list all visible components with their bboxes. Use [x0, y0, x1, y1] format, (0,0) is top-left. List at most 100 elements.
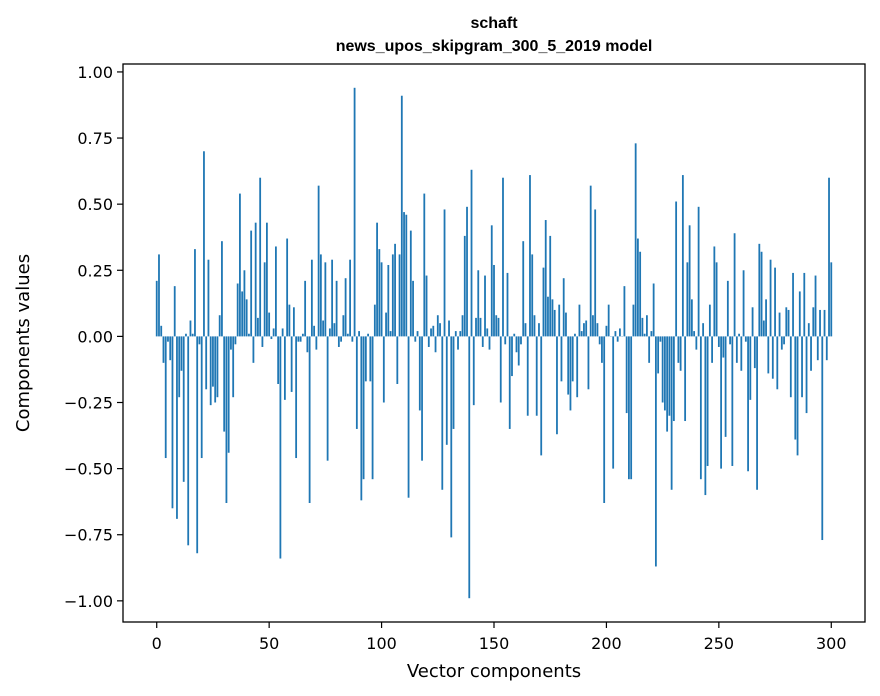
bar [792, 272, 794, 337]
bar [733, 233, 736, 337]
bar [560, 336, 563, 382]
bar [666, 336, 669, 432]
bar [549, 235, 552, 337]
bar [360, 336, 363, 501]
bar [378, 249, 381, 337]
bar [513, 333, 516, 337]
bar [328, 328, 331, 337]
bar [567, 336, 570, 395]
bar [416, 331, 419, 337]
bar [794, 336, 797, 440]
bar [657, 336, 660, 374]
bar [675, 201, 678, 337]
bar [308, 336, 311, 503]
bar [355, 336, 358, 429]
bar [605, 325, 608, 337]
bar [342, 315, 345, 337]
bar [423, 193, 426, 337]
bar [427, 336, 430, 347]
bar [301, 333, 304, 337]
bar [418, 336, 421, 411]
bar [230, 336, 232, 350]
bar [542, 267, 545, 337]
bar [412, 280, 414, 337]
bar [699, 336, 702, 480]
bar [798, 291, 801, 337]
bar [553, 309, 556, 337]
bar [592, 315, 594, 337]
x-tick-label: 50 [259, 634, 279, 653]
bar [160, 325, 163, 337]
bar [439, 323, 441, 337]
bar [337, 336, 340, 347]
bar [169, 336, 172, 361]
bar [672, 336, 675, 422]
bar [346, 333, 349, 337]
bar [173, 286, 176, 337]
bar [472, 336, 475, 406]
x-tick-label: 150 [479, 634, 510, 653]
bar [765, 299, 767, 337]
bar [576, 336, 579, 398]
bar [517, 336, 520, 366]
bar [531, 254, 534, 337]
bar [367, 333, 369, 337]
bar [261, 336, 264, 347]
bar [335, 280, 338, 337]
bar [218, 315, 221, 337]
bar [780, 336, 783, 350]
bar [162, 336, 165, 363]
y-tick-label: −0.50 [64, 460, 113, 479]
bar [234, 336, 237, 345]
bar [744, 336, 747, 342]
bar [290, 336, 293, 392]
bar [596, 323, 599, 337]
bar [257, 317, 259, 337]
bar [778, 312, 781, 337]
bar [207, 259, 210, 337]
bar [445, 336, 448, 445]
bar [248, 333, 250, 337]
bar [297, 336, 300, 342]
bar [198, 336, 201, 345]
bar [457, 336, 459, 350]
bar [713, 246, 716, 337]
bar [796, 336, 799, 456]
bar [810, 336, 812, 371]
bar [387, 264, 390, 337]
bar [715, 262, 718, 337]
bar [245, 299, 248, 337]
bar [468, 336, 471, 599]
x-tick-label: 250 [704, 634, 735, 653]
bar [409, 230, 412, 337]
bar [753, 336, 756, 369]
bar [630, 336, 633, 480]
bar [259, 177, 262, 337]
bar [821, 336, 824, 541]
bar [239, 193, 241, 337]
bar [223, 336, 226, 432]
bar [540, 336, 543, 456]
bar [502, 177, 504, 337]
bar [209, 336, 212, 406]
bar [389, 331, 392, 337]
bar [277, 336, 280, 384]
x-tick-label: 100 [366, 634, 397, 653]
bar [726, 280, 729, 337]
bar [735, 336, 738, 363]
bar [486, 328, 489, 337]
bar [398, 254, 401, 337]
bar [236, 283, 239, 337]
x-axis: 0 50 100 150 200 250 300 [152, 622, 847, 653]
bar [807, 323, 810, 337]
bar [722, 336, 725, 358]
bar [508, 336, 511, 429]
bar [704, 336, 707, 496]
x-axis-label: Vector components [407, 661, 581, 682]
chart-subtitle: news_upos_skipgram_300_5_2019 model [336, 38, 653, 55]
y-tick-label: −1.00 [64, 592, 113, 611]
bar [758, 243, 761, 337]
y-tick-label: 0.25 [77, 261, 113, 280]
chart-title: schaft [470, 15, 518, 32]
bar [648, 336, 651, 363]
